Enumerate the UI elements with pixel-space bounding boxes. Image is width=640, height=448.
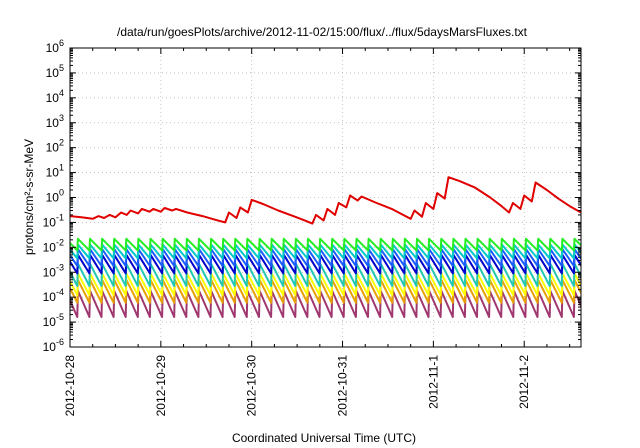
series-line (70, 176, 581, 225)
y-axis-label: protons/cm²-s-sr-MeV (22, 139, 36, 255)
x-tick-label: 2012-10-29 (154, 355, 168, 417)
series-line (70, 237, 581, 252)
x-axis-label: Coordinated Universal Time (UTC) (232, 431, 416, 445)
series-lines (70, 176, 581, 318)
x-tick-label: 2012-10-31 (336, 355, 350, 417)
y-tick-label: 10-4 (43, 287, 64, 304)
x-tick-label: 2012-11-2 (517, 355, 531, 409)
y-tick-label: 102 (46, 138, 64, 155)
y-axis-ticks: 10-6 10-5 10-4 10-3 10-2 10-1 100 101 102 103 104 1… (43, 38, 581, 354)
y-tick-label: 105 (46, 63, 64, 80)
y-tick-label: 106 (46, 38, 64, 55)
y-tick-label: 100 (46, 188, 64, 205)
y-tick-label: 10-3 (43, 262, 64, 279)
x-axis-ticks: 2012-10-28 2012-10-29 2012-10-30 2012-10-31… (63, 48, 571, 417)
chart-title: /data/run/goesPlots/archive/2012-11-02/1… (117, 25, 528, 39)
y-tick-label: 103 (46, 113, 64, 130)
series-line (70, 243, 581, 260)
x-tick-label: 2012-10-30 (245, 355, 259, 417)
y-tick-label: 10-2 (43, 237, 64, 254)
y-tick-label: 104 (46, 88, 64, 105)
series-line (70, 289, 581, 318)
y-tick-label: 10-6 (43, 337, 64, 354)
series-line (70, 262, 581, 287)
y-tick-label: 10-1 (43, 212, 64, 229)
y-tick-label: 10-5 (43, 312, 64, 329)
x-tick-label: 2012-10-28 (63, 355, 77, 417)
y-tick-label: 101 (46, 163, 64, 180)
x-tick-label: 2012-11-1 (426, 355, 440, 409)
